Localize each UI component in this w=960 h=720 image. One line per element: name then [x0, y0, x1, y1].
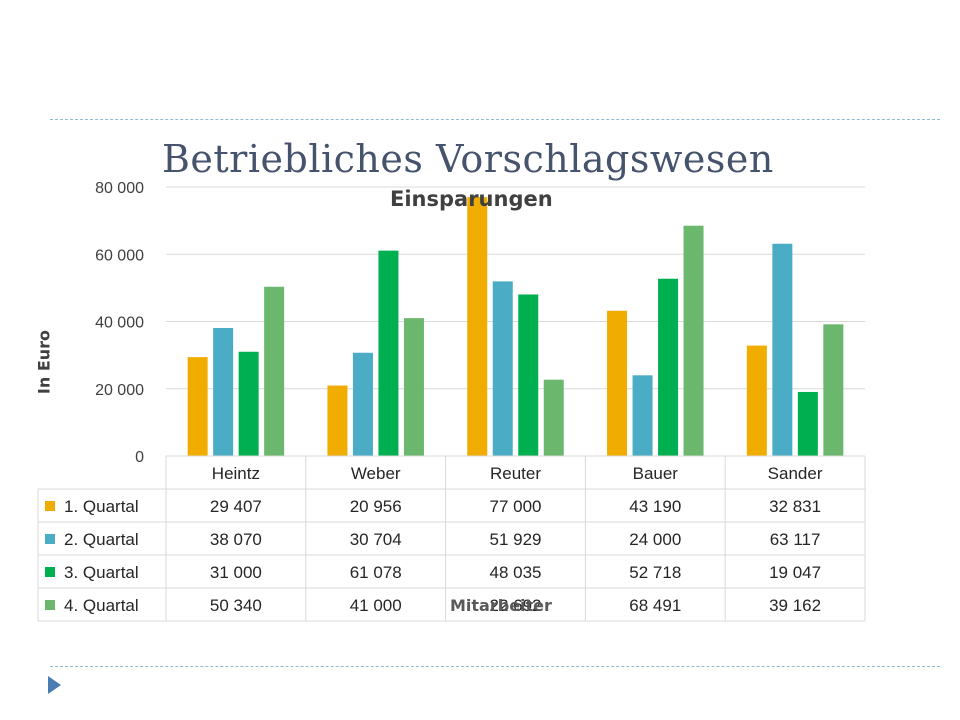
x-category-label: Heintz — [212, 464, 260, 483]
bar — [683, 225, 704, 456]
bar — [378, 250, 399, 456]
data-label: 43 190 — [629, 497, 681, 516]
top-divider — [50, 119, 940, 120]
data-label: 31 000 — [210, 563, 262, 582]
data-label: 51 929 — [490, 530, 542, 549]
bar — [467, 197, 488, 456]
bar — [403, 318, 424, 456]
data-label: 77 000 — [490, 497, 542, 516]
data-label: 20 956 — [350, 497, 402, 516]
legend-entry: 1. Quartal — [64, 497, 139, 516]
legend-entry: 2. Quartal — [64, 530, 139, 549]
bar — [518, 294, 539, 456]
bar — [797, 391, 818, 456]
y-tick-label: 40 000 — [95, 315, 144, 332]
data-label: 32 831 — [769, 497, 821, 516]
next-slide-arrow-icon[interactable] — [48, 676, 61, 694]
chart-title: Einsparungen — [390, 187, 553, 211]
data-label: 19 047 — [769, 563, 821, 582]
data-label: 41 000 — [350, 596, 402, 615]
bar — [607, 310, 628, 456]
y-tick-label: 0 — [135, 449, 144, 466]
bar — [823, 324, 844, 456]
bar — [492, 281, 513, 456]
x-category-label: Bauer — [633, 464, 679, 483]
data-label: 22 692 — [490, 596, 542, 615]
y-tick-label: 20 000 — [95, 382, 144, 399]
x-category-label: Weber — [351, 464, 401, 483]
bar — [213, 327, 234, 456]
data-label: 68 491 — [629, 596, 681, 615]
bottom-divider — [50, 666, 940, 667]
data-label: 61 078 — [350, 563, 402, 582]
y-tick-label: 60 000 — [95, 247, 144, 264]
y-tick-label: 80 000 — [95, 180, 144, 197]
bar — [238, 351, 259, 456]
bar — [746, 345, 767, 456]
slide-title: Betriebliches Vorschlagswesen — [162, 137, 774, 181]
data-label: 39 162 — [769, 596, 821, 615]
legend-key — [45, 534, 55, 544]
legend-entry: 3. Quartal — [64, 563, 139, 582]
data-label: 29 407 — [210, 497, 262, 516]
data-label: 38 070 — [210, 530, 262, 549]
data-label: 24 000 — [629, 530, 681, 549]
bar — [187, 357, 208, 456]
bar — [352, 352, 373, 456]
data-label: 30 704 — [350, 530, 402, 549]
bar — [264, 286, 285, 456]
legend-key — [45, 600, 55, 610]
legend-entry: 4. Quartal — [64, 596, 139, 615]
x-axis-title: Mitarbeiter — [450, 596, 552, 615]
bar — [658, 278, 679, 456]
x-category-label: Reuter — [490, 464, 541, 483]
data-label: 52 718 — [629, 563, 681, 582]
legend-key — [45, 567, 55, 577]
bar — [327, 385, 348, 456]
bar — [632, 375, 653, 456]
bar — [543, 379, 564, 456]
data-label: 48 035 — [490, 563, 542, 582]
x-category-label: Sander — [768, 464, 823, 483]
legend-key — [45, 501, 55, 511]
bar — [772, 243, 793, 456]
data-label: 63 117 — [770, 530, 821, 549]
data-label: 50 340 — [210, 596, 262, 615]
